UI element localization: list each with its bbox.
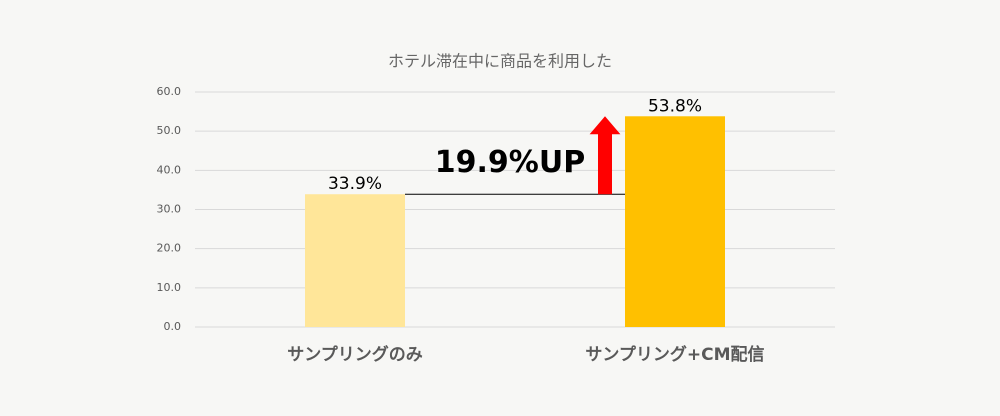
y-tick-label: 50.0 [157, 124, 182, 137]
y-tick-label: 10.0 [157, 281, 182, 294]
x-tick-label: サンプリングのみ [287, 344, 423, 365]
x-tick-label: サンプリング+CM配信 [585, 344, 764, 365]
bar [625, 116, 725, 328]
y-tick-label: 0.0 [164, 320, 182, 333]
y-tick-label: 60.0 [157, 85, 182, 98]
y-tick-label: 20.0 [157, 242, 182, 255]
chart-title: ホテル滞在中に商品を利用した [388, 52, 612, 71]
y-tick-label: 40.0 [157, 163, 182, 176]
y-tick-label: 30.0 [157, 203, 182, 216]
bar [305, 194, 405, 327]
data-label: 53.8% [648, 96, 702, 116]
data-label: 33.9% [328, 174, 382, 194]
up-arrow [589, 116, 621, 195]
annotation: 19.9%UP [435, 145, 585, 180]
